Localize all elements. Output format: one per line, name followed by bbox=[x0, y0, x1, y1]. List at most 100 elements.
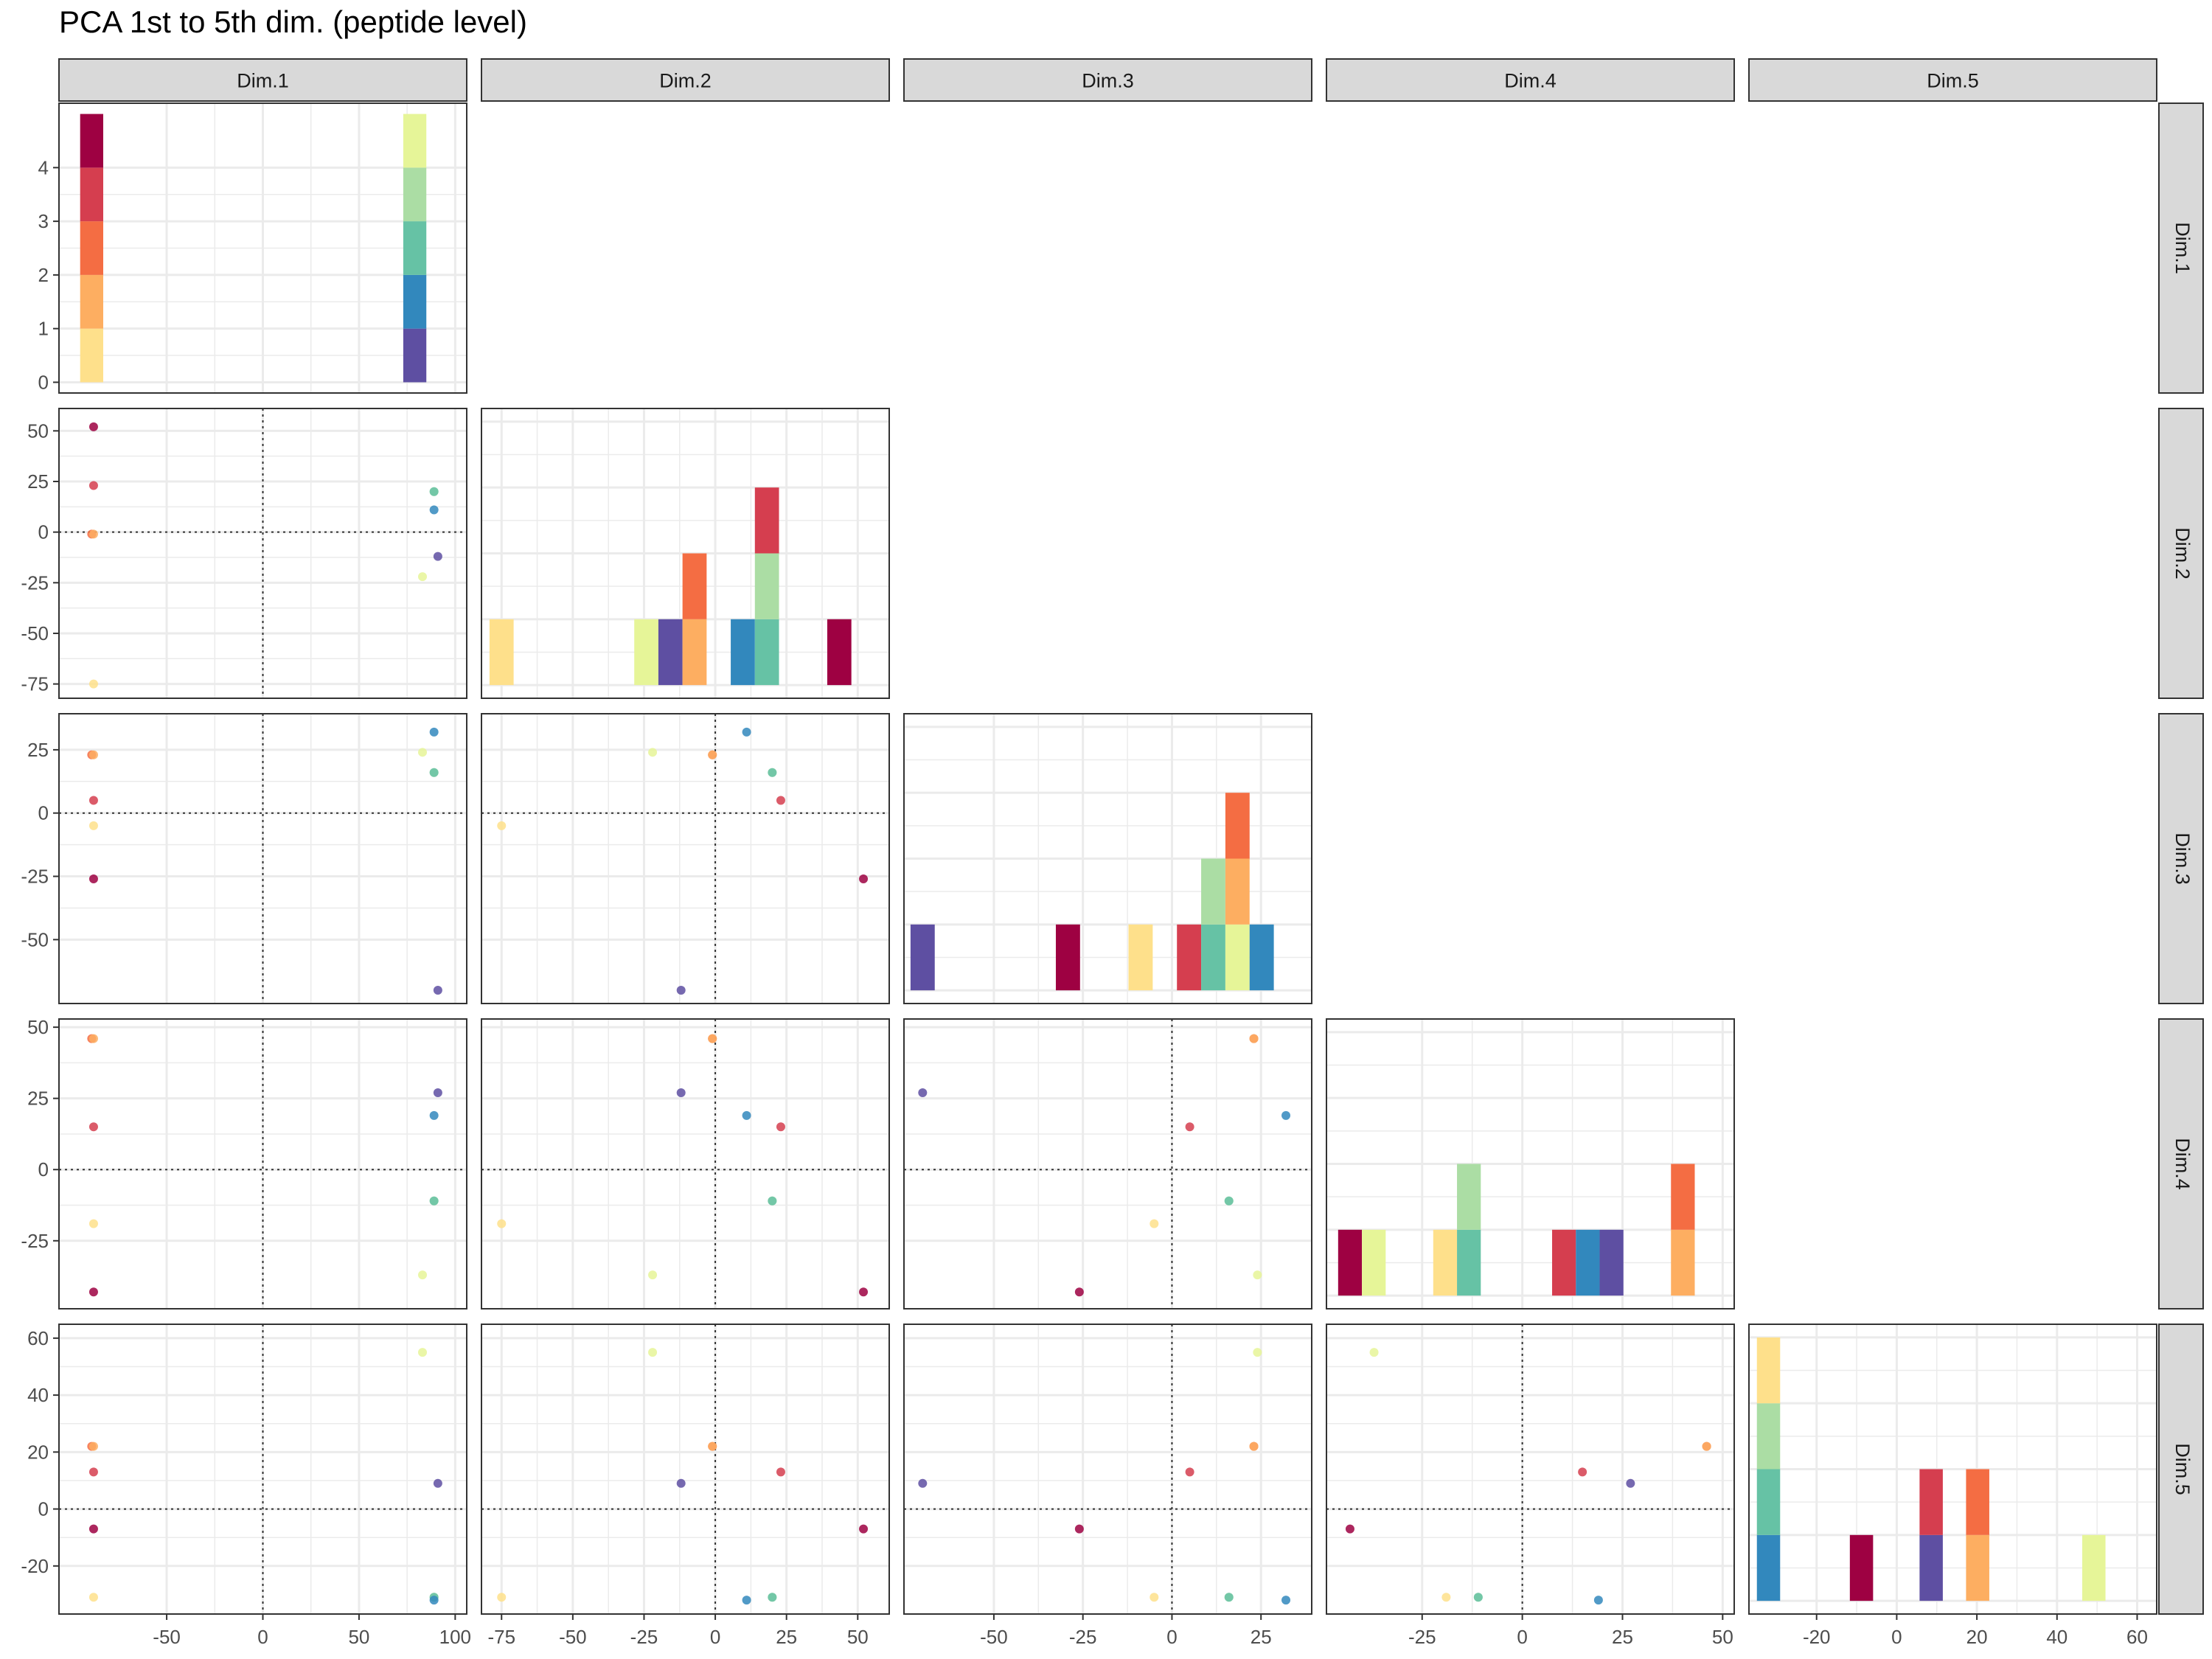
histogram-bar bbox=[1756, 1469, 1781, 1535]
top-strip-2 bbox=[481, 58, 890, 102]
right-strip-5 bbox=[2158, 1324, 2204, 1615]
histogram-bar bbox=[1671, 1164, 1695, 1230]
x-tick-label: -50 bbox=[153, 1626, 181, 1648]
panel-r3-c2 bbox=[481, 713, 890, 1004]
panel-r5-c1 bbox=[58, 1324, 467, 1615]
scatter-point bbox=[1150, 1593, 1159, 1602]
right-strip-label: Dim.5 bbox=[2171, 1443, 2194, 1495]
scatter-point bbox=[1281, 1110, 1291, 1120]
scatter-point bbox=[1074, 1287, 1084, 1297]
scatter-point bbox=[497, 1593, 507, 1602]
x-tick-label: 0 bbox=[257, 1626, 268, 1648]
panel-border bbox=[903, 1324, 1312, 1615]
panel-border bbox=[481, 1324, 890, 1615]
scatter-point bbox=[418, 572, 428, 582]
y-tick-label: 25 bbox=[27, 1088, 49, 1110]
panel-border bbox=[903, 1018, 1312, 1310]
right-strip-3 bbox=[2158, 713, 2204, 1004]
y-tick-label: 0 bbox=[38, 371, 49, 393]
y-tick-label: -50 bbox=[21, 928, 49, 950]
scatter-point bbox=[1626, 1478, 1635, 1488]
scatter-point bbox=[433, 1088, 442, 1097]
scatter-point bbox=[768, 768, 777, 777]
x-tick-label: 100 bbox=[439, 1626, 471, 1648]
histogram-bar bbox=[403, 328, 427, 383]
scatter-point bbox=[418, 1270, 428, 1280]
scatter-point bbox=[88, 1593, 98, 1602]
histogram-bar bbox=[1433, 1229, 1458, 1296]
right-strip-1 bbox=[2158, 102, 2204, 394]
scatter-point bbox=[1578, 1467, 1587, 1477]
y-tick-label: 25 bbox=[27, 470, 49, 493]
top-strip-3 bbox=[903, 58, 1312, 102]
histogram-bar bbox=[1599, 1229, 1624, 1296]
x-tick-label: 25 bbox=[1612, 1626, 1633, 1648]
scatter-point bbox=[497, 1219, 507, 1228]
scatter-point bbox=[1150, 1219, 1159, 1228]
histogram-bar bbox=[1201, 924, 1225, 991]
scatter-point bbox=[1249, 1034, 1259, 1043]
panel-border bbox=[481, 713, 890, 1004]
histogram-bar bbox=[1225, 924, 1250, 991]
scatter-point bbox=[1441, 1593, 1451, 1602]
panel-r4-c2 bbox=[481, 1018, 890, 1310]
histogram-bar bbox=[403, 274, 427, 329]
histogram-bar bbox=[1177, 924, 1202, 991]
histogram-bar bbox=[1201, 858, 1225, 925]
scatter-point bbox=[88, 679, 98, 689]
panel-border bbox=[481, 1018, 890, 1310]
scatter-point bbox=[1224, 1593, 1234, 1602]
scatter-point bbox=[742, 727, 751, 737]
top-strip-1 bbox=[58, 58, 467, 102]
panel-border bbox=[58, 102, 467, 394]
top-strip-label: Dim.5 bbox=[1927, 70, 1979, 92]
x-tick-label: 25 bbox=[1251, 1626, 1272, 1648]
histogram-bar bbox=[1338, 1229, 1363, 1296]
histogram-bar bbox=[682, 553, 707, 619]
histogram-bar bbox=[1362, 1229, 1386, 1296]
scatter-point bbox=[1473, 1593, 1483, 1602]
panel-r5-c2 bbox=[481, 1324, 890, 1615]
panel-background bbox=[904, 1019, 1312, 1309]
x-tick-label: -50 bbox=[559, 1626, 587, 1648]
x-tick-label: 0 bbox=[1891, 1626, 1902, 1648]
x-tick-label: 20 bbox=[1966, 1626, 1988, 1648]
top-strip-4 bbox=[1326, 58, 1735, 102]
scatter-point bbox=[648, 1348, 658, 1357]
scatter-point bbox=[918, 1478, 928, 1488]
x-tick-label: -50 bbox=[980, 1626, 1008, 1648]
scatter-point bbox=[1281, 1596, 1291, 1605]
histogram-bar bbox=[1225, 793, 1250, 859]
panel-border bbox=[58, 1018, 467, 1310]
scatter-point bbox=[1369, 1348, 1379, 1357]
y-tick-label: 1 bbox=[38, 318, 49, 340]
histogram-bar bbox=[634, 619, 658, 686]
scatter-point bbox=[433, 552, 442, 561]
scatter-point bbox=[429, 768, 439, 777]
scatter-point bbox=[1702, 1441, 1711, 1451]
scatter-point bbox=[859, 1287, 869, 1297]
histogram-bar bbox=[658, 619, 683, 686]
histogram-bar bbox=[80, 274, 103, 329]
scatter-point bbox=[1249, 1441, 1259, 1451]
scatter-point bbox=[88, 874, 98, 883]
scatter-point bbox=[429, 505, 439, 515]
top-strip-label: Dim.2 bbox=[659, 70, 712, 92]
x-tick-label: -25 bbox=[1069, 1626, 1097, 1648]
scatter-point bbox=[648, 748, 658, 757]
histogram-bar bbox=[1966, 1469, 1989, 1535]
panel-border bbox=[58, 713, 467, 1004]
y-tick-label: 0 bbox=[38, 1498, 49, 1520]
histogram-bar bbox=[80, 328, 103, 383]
scatter-point bbox=[676, 1478, 686, 1488]
y-tick-label: 0 bbox=[38, 802, 49, 824]
scatter-point bbox=[768, 1593, 777, 1602]
y-tick-label: 50 bbox=[27, 1016, 49, 1038]
scatter-point bbox=[708, 1034, 717, 1043]
scatter-point bbox=[433, 1478, 442, 1488]
y-tick-label: 60 bbox=[27, 1327, 49, 1349]
scatter-point bbox=[88, 821, 98, 830]
scatter-point bbox=[1074, 1524, 1084, 1534]
histogram-bar bbox=[80, 114, 103, 168]
